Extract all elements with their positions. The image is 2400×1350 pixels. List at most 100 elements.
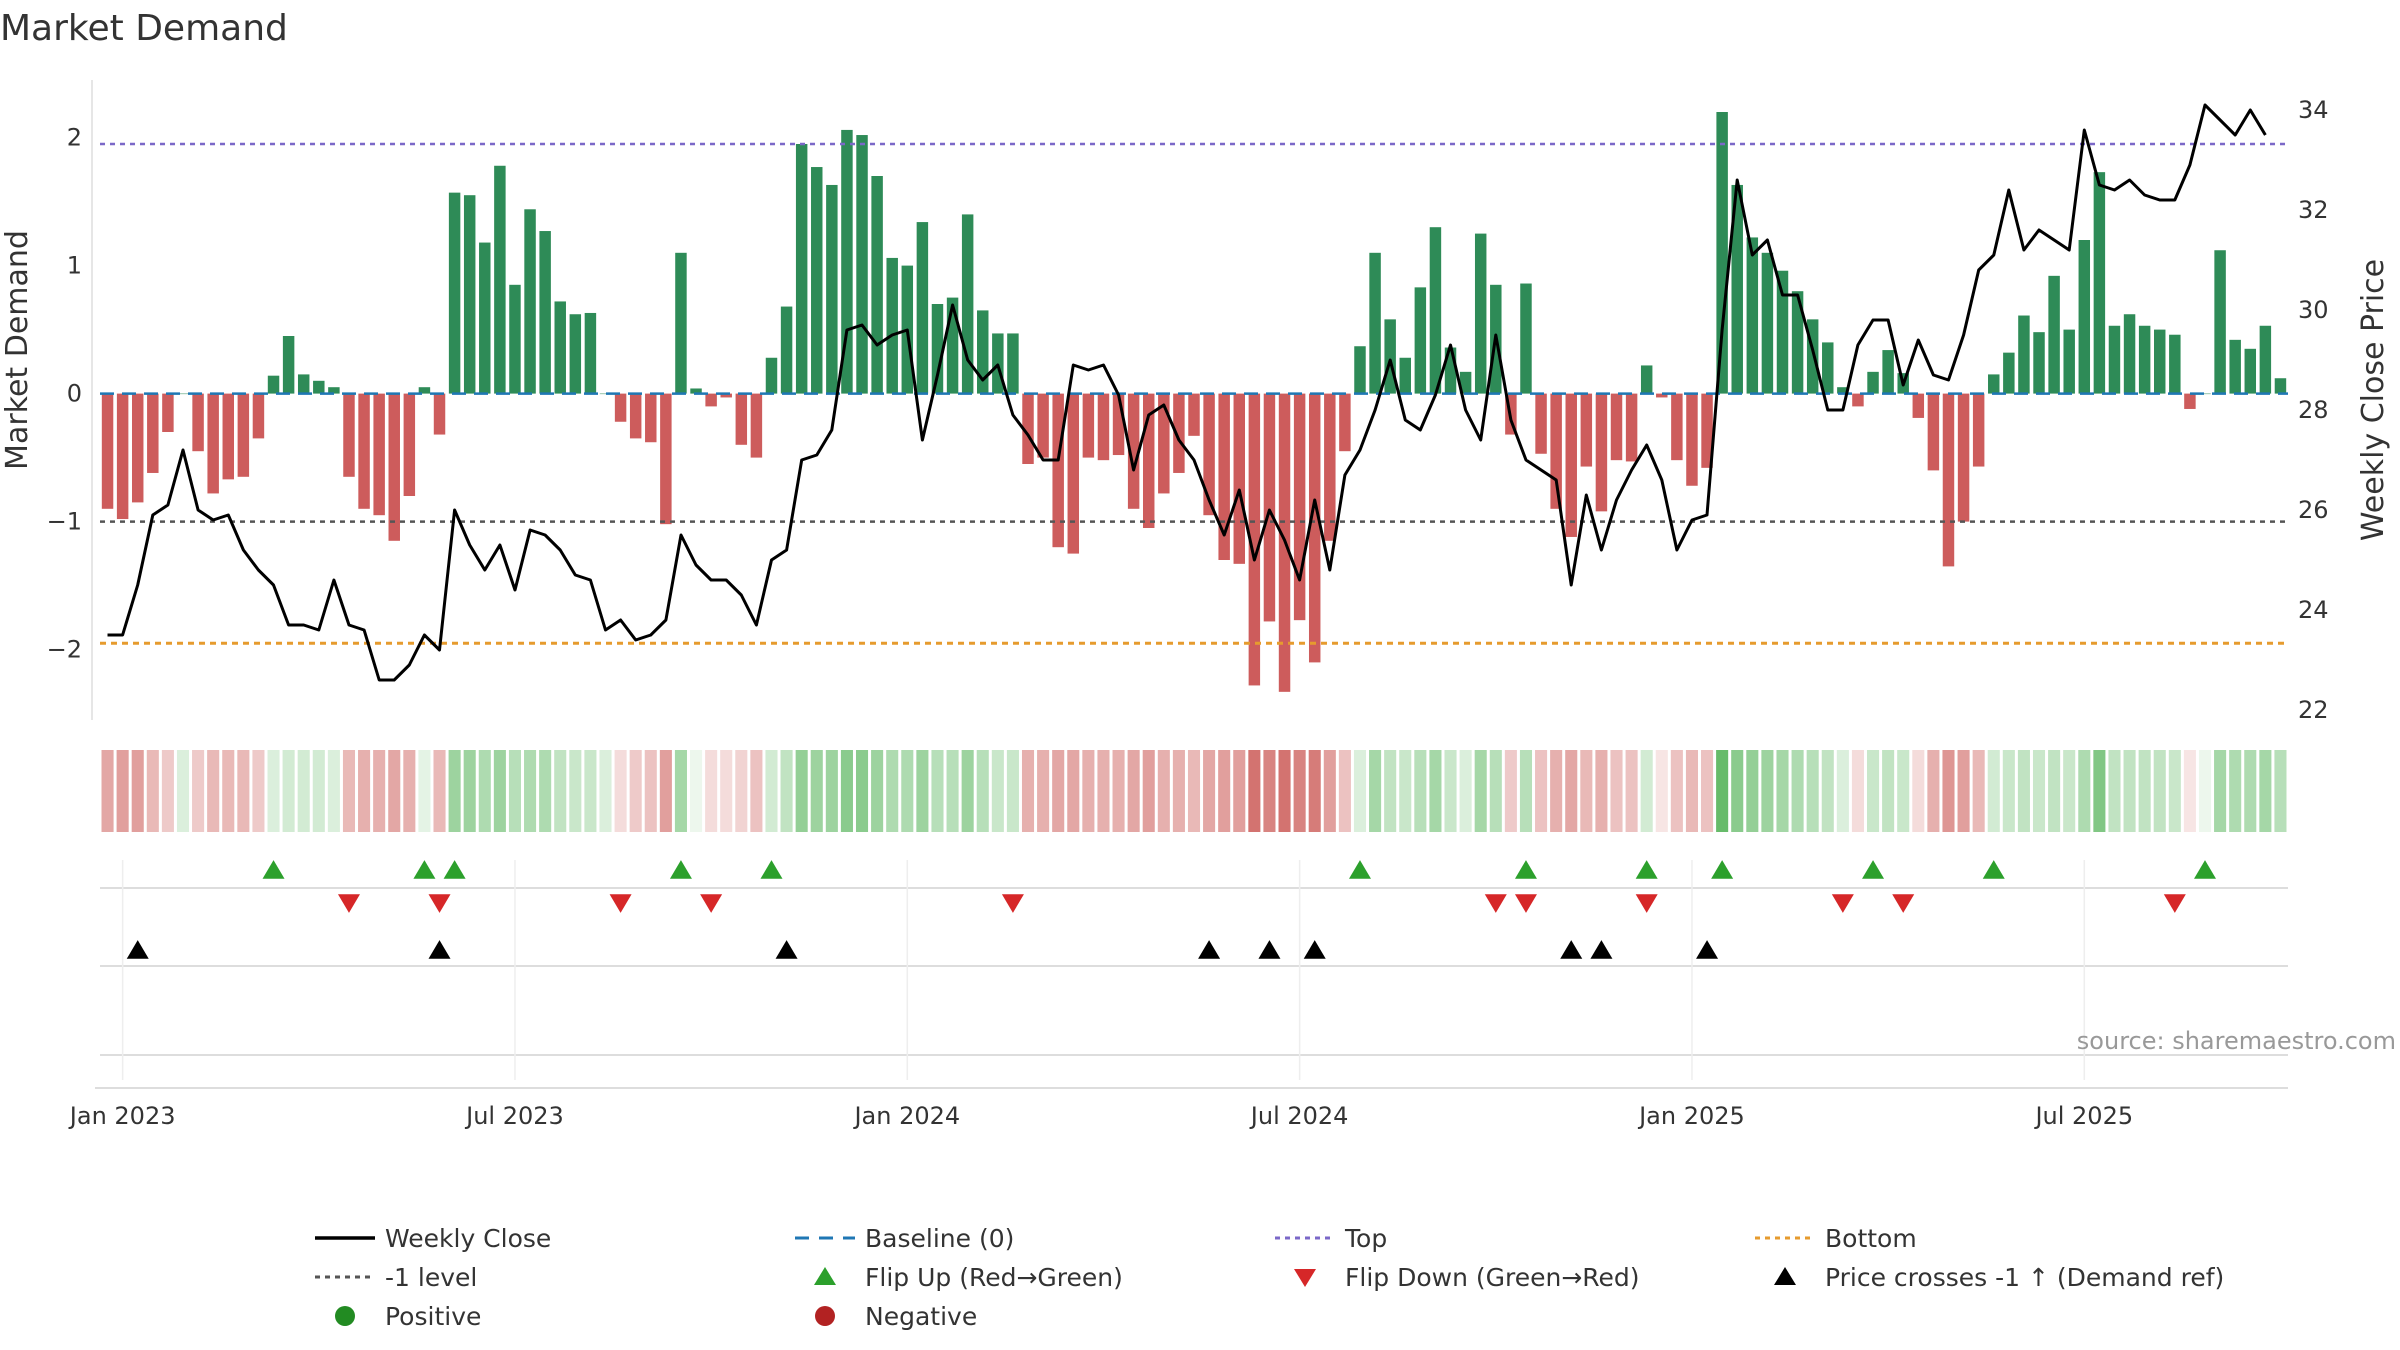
heat-band-cell	[2168, 750, 2181, 832]
demand-bar	[750, 393, 763, 458]
demand-bar	[2169, 334, 2181, 394]
demand-bar	[1142, 393, 1155, 528]
legend-label: Baseline (0)	[865, 1224, 1014, 1253]
demand-bar	[2259, 325, 2272, 394]
demand-bar	[629, 393, 642, 439]
heat-band-cell	[825, 750, 838, 832]
demand-bar	[1369, 252, 1381, 394]
demand-bar	[705, 393, 717, 407]
heat-band-cell	[1474, 750, 1487, 832]
heat-band-cell	[1127, 750, 1140, 832]
demand-bar	[1007, 333, 1019, 394]
demand-bar	[826, 184, 838, 394]
demand-bar	[2003, 352, 2015, 394]
y2-tick-label: 26	[2298, 496, 2329, 524]
price-cross-marker	[1303, 940, 1326, 959]
heat-band-cell	[282, 750, 295, 832]
x-tick-label: Jan 2025	[1637, 1102, 1745, 1130]
demand-bar	[977, 310, 989, 394]
heat-band-cell	[1399, 750, 1412, 832]
heat-band-cell	[765, 750, 778, 832]
heat-band-cell	[674, 750, 687, 832]
legend-triangle-up-icon	[1774, 1267, 1796, 1285]
heat-band-cell	[1248, 750, 1261, 832]
demand-bar	[1233, 393, 1246, 564]
demand-bar	[675, 252, 687, 394]
demand-bar	[961, 214, 974, 394]
heat-band-cell	[901, 750, 914, 832]
heat-band-cell	[629, 750, 642, 832]
demand-bar	[297, 374, 310, 394]
flip-down-marker	[1514, 894, 1537, 913]
demand-bar	[1339, 393, 1351, 452]
heat-band-cell	[1293, 750, 1306, 832]
demand-bar	[1293, 393, 1306, 621]
heat-band-cell	[886, 750, 899, 832]
heat-band-cell	[1414, 750, 1427, 832]
y2-tick-label: 30	[2298, 296, 2329, 324]
demand-bar	[1052, 393, 1064, 548]
demand-bar	[2093, 172, 2106, 394]
price-cross-marker	[775, 940, 798, 959]
demand-bar	[1656, 393, 1668, 398]
heat-band-cell	[448, 750, 461, 832]
demand-bar	[433, 393, 446, 435]
heat-band-cell	[855, 750, 869, 832]
heat-band-cell	[1308, 750, 1321, 832]
flip-up-marker	[2194, 860, 2217, 879]
demand-bar	[448, 192, 461, 394]
heat-band-cell	[1172, 750, 1185, 832]
heat-band-cell	[584, 750, 597, 832]
demand-bar	[403, 393, 416, 496]
heat-band-cell	[2244, 750, 2257, 832]
heat-band-cell	[720, 750, 733, 832]
demand-bar	[2214, 250, 2226, 394]
heat-band-cell	[1384, 750, 1397, 832]
flip-down-marker	[1892, 894, 1915, 913]
demand-bar	[1474, 233, 1487, 394]
legend-label: Price crosses -1 ↑ (Demand ref)	[1825, 1263, 2224, 1292]
demand-bar	[599, 393, 612, 395]
heat-band-cell	[176, 750, 190, 832]
demand-bar	[1308, 393, 1321, 663]
demand-bar	[871, 176, 883, 394]
heat-band-cell	[2078, 750, 2091, 832]
heat-band-cell	[116, 750, 129, 832]
legend-label: Negative	[865, 1302, 977, 1331]
demand-bar	[1384, 319, 1396, 394]
demand-bar	[463, 195, 476, 394]
heat-band-cell	[1685, 750, 1698, 832]
demand-bar	[1746, 237, 1759, 394]
demand-bar	[1263, 393, 1276, 622]
demand-bar	[1867, 371, 1879, 394]
demand-bar	[1837, 387, 1849, 394]
y-tick-label: −2	[47, 636, 82, 664]
demand-bar	[886, 257, 898, 394]
demand-bar	[720, 393, 732, 398]
heat-band-cell	[2093, 750, 2106, 832]
demand-bar	[811, 167, 823, 394]
demand-bar	[1429, 227, 1442, 394]
heat-band-cell	[1716, 750, 1729, 832]
legend-item: Negative	[815, 1302, 977, 1331]
demand-bar	[328, 387, 340, 394]
heat-band-cell	[780, 750, 793, 832]
flip-down-marker	[1831, 894, 1854, 913]
y-tick-label: 1	[67, 252, 82, 280]
heat-band-cell	[1263, 750, 1276, 832]
heat-band-cell	[1776, 750, 1789, 832]
demand-bar	[101, 393, 114, 509]
heat-band-cell	[1142, 750, 1155, 832]
y2-tick-label: 28	[2298, 396, 2329, 424]
heat-band-cell	[2229, 750, 2242, 832]
demand-bar	[177, 393, 189, 395]
flip-down-marker	[700, 894, 723, 913]
flip-down-marker	[1635, 894, 1658, 913]
source-text: source: sharemaestro.com	[2077, 1027, 2396, 1055]
legend-triangle-up-icon	[814, 1267, 836, 1285]
demand-bar	[735, 393, 748, 445]
heat-band-cell	[1006, 750, 1019, 832]
price-cross-marker	[126, 940, 149, 959]
heat-band-cell	[1927, 750, 1940, 832]
